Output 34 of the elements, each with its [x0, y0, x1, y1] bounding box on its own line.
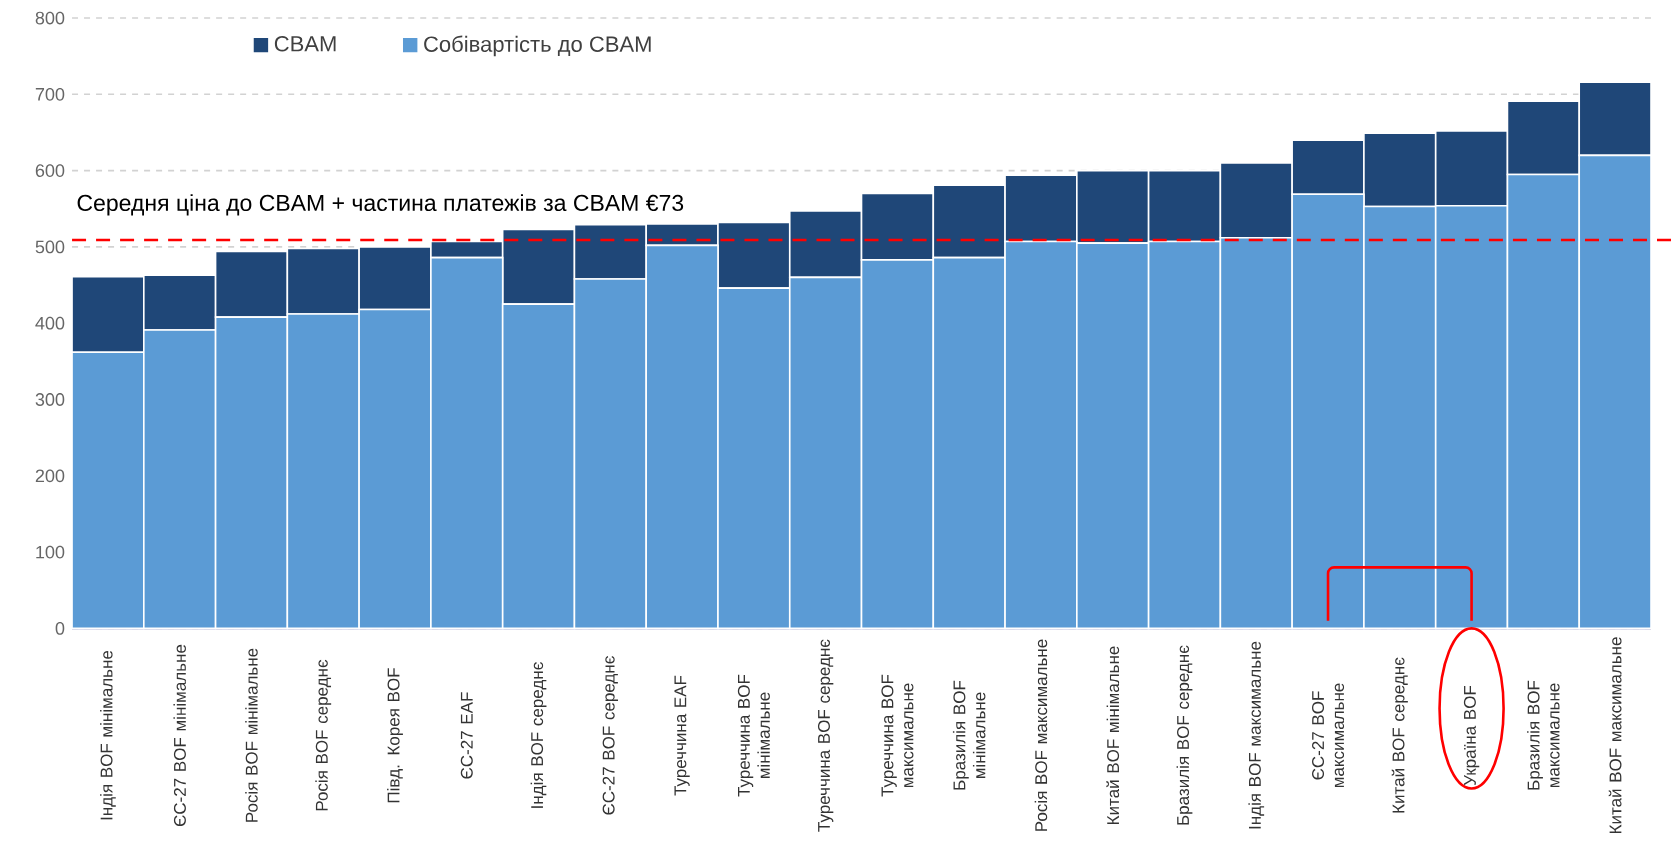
y-tick-label: 0 — [55, 622, 65, 635]
y-tick-label: 700 — [35, 88, 65, 101]
x-tick-label: Китай BOF мінімальне — [1106, 646, 1120, 825]
x-tick-label: Туреччина BOF мінімальне — [737, 675, 770, 797]
y-tick-label: 600 — [35, 164, 65, 178]
x-tick-label: Росія BOF максимальне — [1034, 639, 1048, 832]
y-tick-label: 300 — [35, 393, 65, 407]
x-tick-label: Півд. Корея BOF — [387, 668, 403, 803]
y-tick-label: 100 — [36, 545, 65, 559]
x-tick-label: Туреччина EAF — [674, 675, 690, 796]
x-tick-label: Росія BOF середнє — [315, 660, 332, 811]
y-tick-label: 500 — [35, 240, 65, 254]
x-tick-label: Туреччина BOF середнє — [817, 639, 834, 832]
ref-line-label: Середня ціна до CBAM + частина платежів за CBAM €73 — [77, 194, 684, 216]
x-tick-label: Бразилія BOF середнє — [1176, 645, 1193, 825]
x-tick-label: ЄС-27 BOF середнє — [602, 656, 619, 815]
x-tick-label: Китай BOF середнє — [1391, 657, 1408, 813]
x-tick-label: ЄС-27 BOF мінімальне — [173, 645, 186, 827]
x-tick-label: Туреччина BOF максимальне — [881, 675, 914, 797]
x-tick-label: Україна BOF — [1463, 686, 1480, 786]
y-tick-label: 800 — [35, 11, 65, 25]
x-tick-label: Індія BOF мінімальне — [100, 651, 116, 820]
x-tick-label: ЄС-27 EAF — [460, 692, 473, 779]
x-tick-label: Росія BOF мінімальне — [245, 648, 258, 823]
legend-label: CBAM — [274, 36, 336, 52]
x-tick-label: Індія BOF максимальне — [1248, 642, 1265, 829]
x-tick-label: Китай BOF максимальне — [1608, 637, 1622, 834]
x-tick-label: Індія BOF середнє — [530, 662, 547, 809]
y-tick-label: 200 — [35, 469, 65, 483]
legend-label: Собівартість до CBAM — [424, 35, 651, 57]
x-tick-label: Бразилія BOF максимальне — [1527, 681, 1560, 790]
x-tick-label: Бразилія BOF мінімальне — [952, 681, 986, 790]
y-tick-label: 400 — [35, 317, 65, 330]
x-tick-label: ЄС-27 BOF максимальне — [1312, 683, 1345, 788]
